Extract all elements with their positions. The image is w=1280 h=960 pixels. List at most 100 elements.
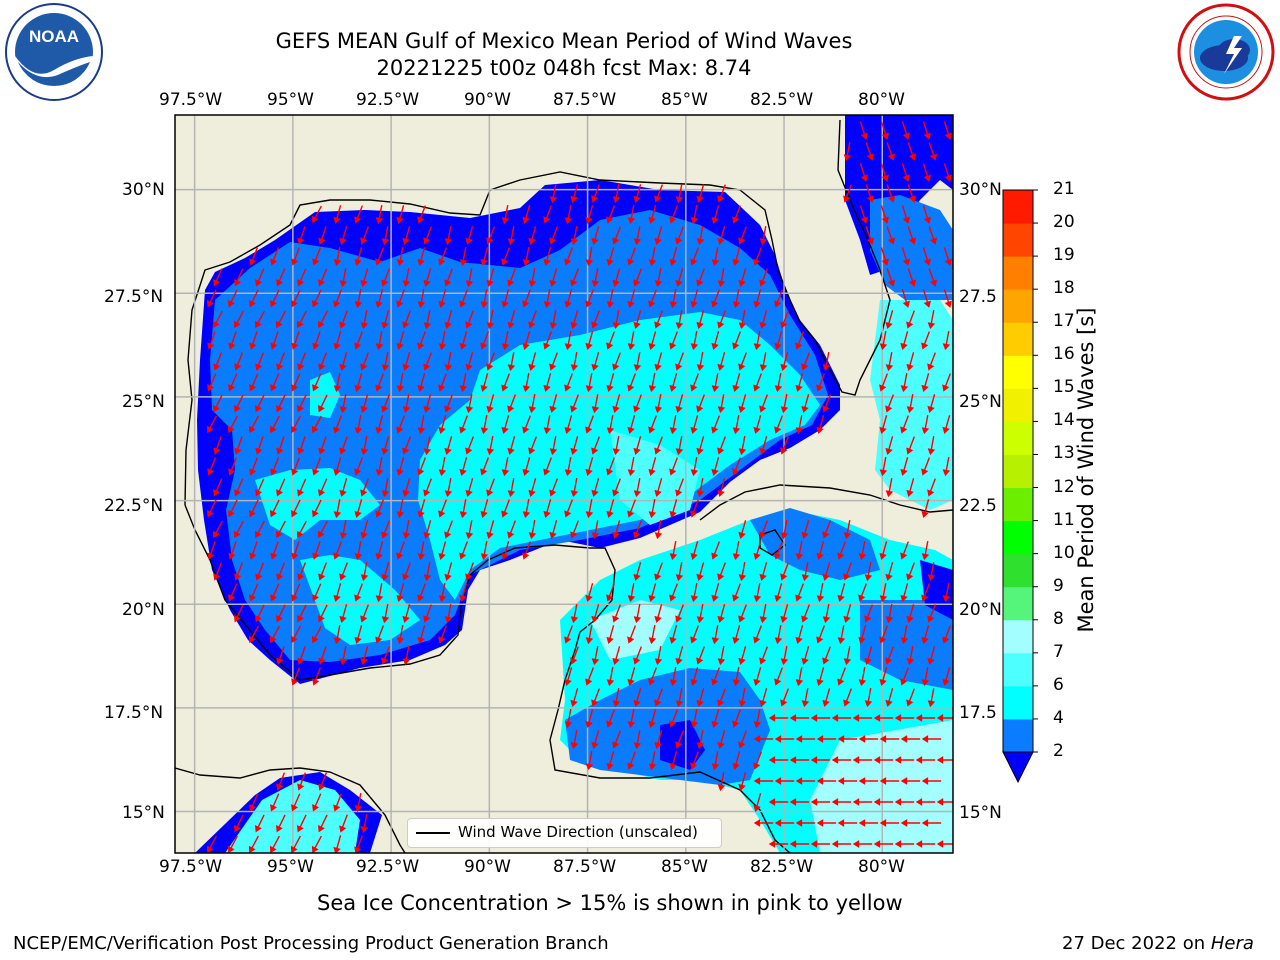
wave-arrow-head — [753, 721, 762, 729]
wave-arrow-head — [543, 468, 551, 476]
wave-arrow-head — [354, 594, 362, 602]
wave-arrow-head — [921, 468, 929, 476]
wave-arrow-head — [438, 258, 446, 266]
wave-arrow-head — [612, 489, 620, 497]
wave-arrow-head — [921, 594, 929, 602]
wave-arrow-head — [858, 636, 866, 644]
wave-arrow-head — [275, 530, 283, 539]
wave-arrow-head — [789, 798, 797, 806]
wave-arrow-head — [873, 756, 881, 764]
wave-arrow-head — [648, 763, 657, 771]
wave-arrow-head — [627, 636, 635, 644]
wave-arrow-head — [501, 510, 509, 518]
wave-arrow-head — [711, 678, 719, 686]
wave-arrow-head — [648, 468, 656, 476]
wave-arrow-head — [921, 777, 929, 785]
wave-arrow-head — [381, 490, 390, 498]
lon-label-top: 82.5°W — [750, 90, 814, 110]
wave-arrow-head — [339, 825, 347, 833]
map-legend: Wind Wave Direction (unscaled) — [407, 818, 722, 848]
wave-arrow-head — [648, 259, 657, 267]
wave-arrow-head — [675, 237, 683, 245]
wave-arrow-head — [375, 510, 383, 518]
wave-arrow-head — [228, 468, 236, 476]
wave-arrow-head — [759, 364, 768, 372]
wave-arrow-head — [249, 594, 257, 602]
wave-arrow-head — [690, 426, 698, 434]
wave-arrow-head — [227, 509, 235, 518]
wave-arrow-head — [213, 279, 221, 287]
wave-arrow-head — [227, 299, 235, 308]
legend-line-swatch — [416, 832, 450, 834]
wave-arrow-head — [480, 510, 488, 518]
wave-arrow-head — [522, 426, 530, 434]
wave-arrow-head — [375, 258, 383, 266]
legend-label: Wind Wave Direction (unscaled) — [458, 823, 698, 841]
wave-arrow-head — [753, 804, 761, 812]
wave-arrow-head — [936, 756, 944, 764]
wave-arrow-head — [711, 385, 720, 393]
wave-arrow-head — [879, 469, 888, 477]
wave-arrow-head — [612, 700, 621, 708]
wave-arrow-head — [311, 425, 319, 434]
wave-arrow-head — [270, 468, 278, 476]
noaa-logo: NOAA — [5, 3, 103, 101]
wave-arrow-head — [915, 798, 923, 806]
wave-arrow-head — [696, 657, 704, 665]
wave-arrow-head — [732, 468, 740, 476]
wave-arrow-head — [921, 679, 930, 687]
wave-arrow-head — [381, 531, 389, 539]
wave-arrow-head — [612, 448, 621, 456]
wave-arrow-head — [591, 237, 599, 245]
wave-arrow-head — [585, 426, 593, 434]
wave-arrow-head — [234, 447, 242, 455]
wave-arrow-head — [801, 405, 809, 413]
wave-arrow-head — [780, 699, 788, 707]
wave-arrow-head — [318, 489, 326, 497]
map-title: GEFS MEAN Gulf of Mexico Mean Period of … — [275, 29, 853, 53]
wave-arrow-head — [606, 762, 614, 770]
wave-arrow-head — [627, 217, 636, 225]
wave-arrow-head — [339, 321, 347, 329]
wave-arrow-head — [444, 279, 452, 287]
wave-arrow-head — [822, 405, 830, 413]
wave-arrow-head — [423, 322, 432, 330]
wave-arrow-head — [900, 552, 908, 560]
wave-arrow-head — [873, 714, 881, 722]
wave-arrow-head — [717, 321, 725, 329]
wave-arrow-head — [254, 320, 262, 329]
wave-arrow-head — [906, 615, 914, 623]
wave-arrow-head — [927, 489, 935, 497]
wave-arrow-head — [585, 763, 594, 771]
wave-arrow-head — [438, 384, 446, 392]
wave-arrow-head — [402, 615, 410, 623]
wave-arrow-head — [759, 616, 768, 624]
wave-arrow-head — [654, 447, 662, 455]
wave-arrow-head — [627, 762, 635, 770]
wave-arrow-head — [768, 714, 776, 722]
wave-arrow-head — [543, 427, 552, 435]
wave-arrow-head — [549, 448, 558, 456]
wave-arrow-head — [312, 342, 320, 350]
wave-arrow-head — [543, 510, 551, 518]
wave-arrow-head — [822, 616, 831, 624]
wave-arrow-head — [900, 426, 908, 434]
wave-arrow-head — [465, 573, 473, 581]
lat-label-left: 27.5°N — [104, 287, 164, 307]
wave-arrow-head — [339, 658, 348, 666]
wave-arrow-head — [417, 427, 426, 435]
wave-arrow-head — [248, 635, 256, 644]
wave-arrow-head — [879, 595, 888, 603]
lon-label-top: 90°W — [464, 90, 511, 110]
wave-arrow-head — [423, 448, 432, 456]
wave-arrow-head — [831, 840, 839, 848]
wave-arrow-head — [675, 615, 683, 623]
wave-arrow-head — [297, 447, 305, 455]
wave-arrow-head — [591, 699, 599, 707]
wave-arrow-head — [732, 384, 740, 392]
wave-arrow-head — [648, 216, 656, 224]
wave-arrow-head — [881, 216, 889, 224]
wave-arrow-head — [444, 616, 453, 624]
wave-arrow-head — [297, 363, 305, 371]
wave-arrow-head — [864, 657, 872, 665]
